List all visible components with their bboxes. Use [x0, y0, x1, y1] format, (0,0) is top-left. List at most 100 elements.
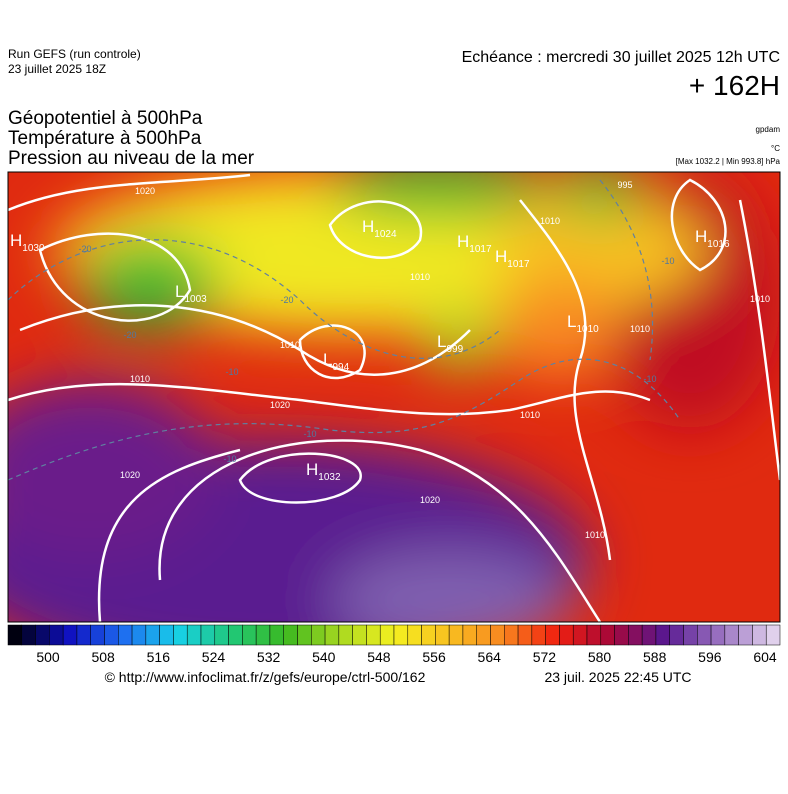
isotherm-label: -20: [123, 330, 136, 340]
colorbar-swatch: [90, 624, 105, 646]
colorbar-tick-label: 508: [91, 649, 115, 665]
isobar-label: 1010: [540, 216, 560, 226]
isobar-label: 1010: [410, 272, 430, 282]
colorbar-swatch: [159, 624, 174, 646]
center-value: 1032: [318, 472, 341, 483]
center-value: 1017: [469, 244, 492, 255]
colorbar-swatch: [49, 624, 64, 646]
isotherm-label: -10: [223, 454, 236, 464]
isobar-label: 1010: [585, 530, 605, 540]
center-letter: L: [175, 282, 184, 301]
colorbar-swatch: [641, 624, 657, 646]
colorbar-swatch: [35, 624, 50, 646]
colorbar-swatch: [200, 624, 216, 646]
colorbar-swatch: [145, 624, 160, 646]
pressure-center: H1032: [306, 460, 341, 483]
colorbar: 500 508 516 524 532 540 548 556 564 572 580 588 596 6…: [7, 624, 781, 665]
center-value: 1017: [507, 259, 530, 270]
colorbar-tick-label: 556: [422, 649, 446, 665]
unit: °C: [771, 144, 780, 153]
colorbar-tick-label: 532: [257, 649, 281, 665]
center-letter: H: [10, 231, 22, 250]
pressure-center: L994: [323, 350, 350, 373]
isobar-label: 1020: [270, 400, 290, 410]
units: gpdam °C [Max 1032.2 | Min 993.8] hPa: [676, 125, 781, 166]
pressure-center: H1017: [457, 232, 492, 255]
colorbar-swatch: [214, 624, 229, 646]
colorbar-swatch: [131, 624, 147, 646]
colorbar-tick-label: 604: [753, 649, 777, 665]
isobars: [8, 173, 780, 622]
center-value: 999: [446, 344, 463, 355]
colorbar-swatch: [697, 624, 712, 646]
center-letter: H: [695, 227, 707, 246]
center-letter: L: [323, 350, 332, 369]
map-frame: [7, 171, 781, 623]
isotherm-label: -20: [280, 295, 293, 305]
center-value: 1024: [374, 229, 397, 240]
unit: [Max 1032.2 | Min 993.8] hPa: [676, 157, 781, 166]
pressure-center: L999: [437, 332, 464, 355]
echeance: Echéance : mercredi 30 juillet 2025 12h …: [462, 49, 780, 66]
colorbar-tick-label: 524: [202, 649, 226, 665]
colorbar-swatch: [586, 624, 602, 646]
colorbar-swatch: [655, 624, 670, 646]
field: [8, 172, 780, 622]
colorbar-swatch: [283, 624, 298, 646]
colorbar-swatch: [7, 624, 23, 646]
colorbar-swatch: [104, 624, 119, 646]
pressure-center: L1003: [175, 282, 207, 305]
colorbar-swatch: [628, 624, 643, 646]
colorbar-swatch: [338, 624, 353, 646]
isotherm-label: -10: [303, 429, 316, 439]
colorbar-swatch: [173, 624, 188, 646]
colorbar-swatch: [752, 624, 767, 646]
colorbar-swatch: [683, 624, 698, 646]
pressure-center: H1030: [10, 231, 45, 254]
colorbar-swatch: [545, 624, 560, 646]
colorbar-tick-label: 580: [588, 649, 612, 665]
center-letter: L: [437, 332, 446, 351]
isotherm-label: -10: [225, 367, 238, 377]
center-value: 1010: [576, 324, 599, 335]
isotherm-label: -20: [78, 244, 91, 254]
timestamp: 23 juil. 2025 22:45 UTC: [544, 669, 691, 685]
pressure-center: H1016: [695, 227, 730, 250]
colorbar-swatch: [531, 624, 546, 646]
colorbar-swatch: [669, 624, 684, 646]
isotherm-label: -10: [643, 374, 656, 384]
colorbar-swatch: [311, 624, 326, 646]
colorbar-swatch: [765, 624, 781, 646]
colorbar-tick-label: 588: [643, 649, 667, 665]
colorbar-swatch: [118, 624, 133, 646]
isobar-label: 1010: [750, 294, 770, 304]
colorbar-swatch: [186, 624, 202, 646]
colorbar-swatch: [724, 624, 739, 646]
colorbar-swatch: [297, 624, 312, 646]
colorbar-swatch: [490, 624, 505, 646]
colorbar-swatch: [379, 624, 395, 646]
colorbar-swatch: [462, 624, 477, 646]
run: Run GEFS (run controle): [8, 47, 141, 61]
isobar-label: 1020: [135, 186, 155, 196]
isobar-label: 1020: [120, 470, 140, 480]
colorbar-swatch: [366, 624, 381, 646]
pressure-center: L1010: [567, 312, 599, 335]
isobar-label: 1010: [630, 324, 650, 334]
colorbar-tick-label: 516: [147, 649, 171, 665]
isotherms: [8, 179, 681, 481]
center-letter: H: [306, 460, 318, 479]
colorbar-swatch: [352, 624, 367, 646]
colorbar-swatch: [255, 624, 271, 646]
run-date: 23 juillet 2025 18Z: [8, 62, 106, 76]
title-line: Pression au niveau de la mer: [8, 148, 255, 169]
horizon: + 162H: [689, 70, 780, 101]
colorbar-swatch: [242, 624, 257, 646]
colorbar-swatch: [710, 624, 726, 646]
center-letter: H: [495, 247, 507, 266]
pressure-center: H1024: [362, 217, 397, 240]
center-value: 1016: [707, 239, 730, 250]
colorbar-swatch: [476, 624, 491, 646]
center-value: 1030: [22, 243, 45, 254]
